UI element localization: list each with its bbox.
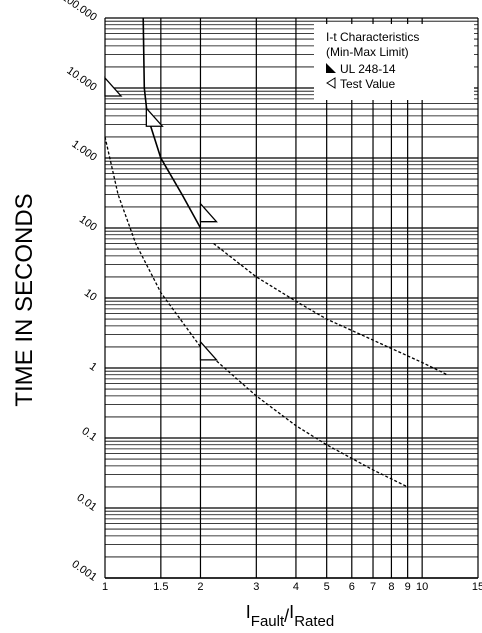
legend-title: I-t Characteristics <box>326 30 419 44</box>
y-tick-label: 1.000 <box>69 138 98 164</box>
x-tick-label: 6 <box>349 581 355 593</box>
y-tick-label: 10 <box>82 287 99 304</box>
x-label-part: I <box>289 602 294 622</box>
test-value-marker <box>199 340 218 361</box>
y-tick-label: 100 <box>77 213 99 233</box>
legend-symbol <box>326 77 336 89</box>
legend-box <box>314 24 474 100</box>
legend-label: UL 248-14 <box>340 62 396 76</box>
legend-symbol <box>326 63 336 73</box>
legend-title: (Min-Max Limit) <box>326 45 409 59</box>
x-tick-label: 15 <box>472 581 482 593</box>
x-tick-label: 7 <box>370 581 376 593</box>
x-tick-label: 5 <box>324 581 330 593</box>
x-label-part: I <box>246 602 251 622</box>
test-value-marker <box>199 202 218 223</box>
y-tick-label: 1 <box>87 360 99 373</box>
legend-label: Test Value <box>340 77 395 91</box>
x-tick-label: 9 <box>405 581 411 593</box>
x-tick-label: 10 <box>416 581 428 593</box>
curve <box>104 136 408 488</box>
y-tick-label: 0.1 <box>79 425 98 444</box>
x-tick-label: 3 <box>253 581 259 593</box>
x-tick-label: 2 <box>197 581 203 593</box>
test-value-marker <box>104 76 123 97</box>
x-tick-label: 8 <box>388 581 394 593</box>
curve <box>213 242 448 376</box>
y-tick-label: 10.000 <box>64 65 98 94</box>
grid <box>104 17 479 579</box>
x-label-part: Rated <box>294 613 334 630</box>
x-tick-label: 1.5 <box>153 581 168 593</box>
x-tick-label: 4 <box>293 581 299 593</box>
y-tick-label: 0.001 <box>69 558 98 584</box>
x-axis-label: IFault/IRated <box>246 602 334 630</box>
y-axis-label: TIME IN SECONDS <box>11 193 38 406</box>
y-tick-label: 100.000 <box>59 0 98 24</box>
test-value-marker <box>145 106 164 127</box>
x-tick-label: 1 <box>102 581 108 593</box>
curve <box>142 17 202 229</box>
y-tick-label: 0.01 <box>74 492 98 514</box>
x-label-part: Fault <box>251 613 285 630</box>
x-label-part: / <box>284 606 289 626</box>
